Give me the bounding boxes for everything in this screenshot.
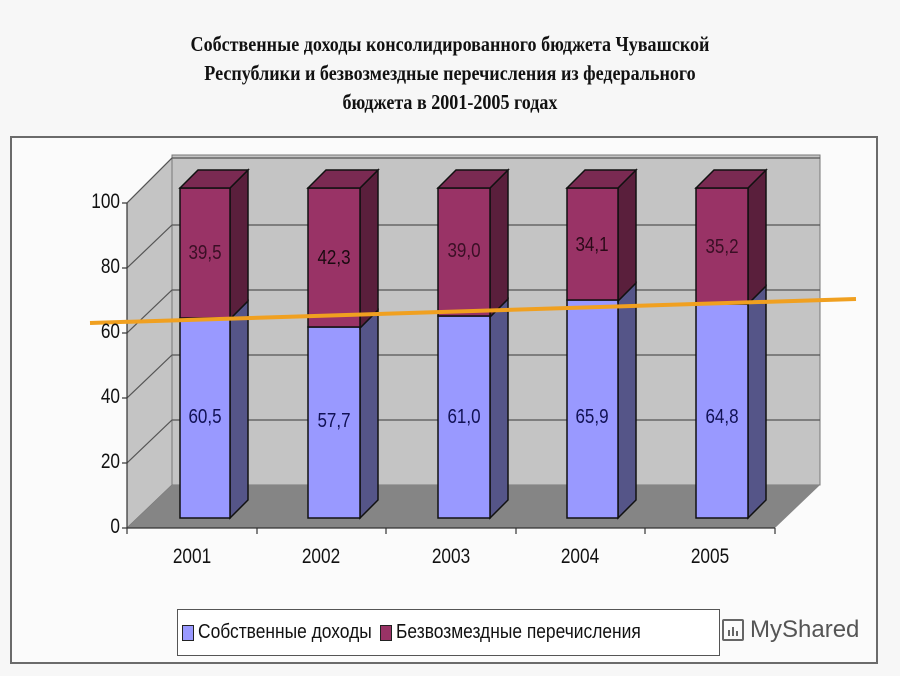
x-tick-2005: 2005 xyxy=(690,545,730,568)
bar-2004 xyxy=(565,168,638,520)
legend-swatch-transfers xyxy=(379,624,392,641)
legend-label-transfers: Безвозмездные перечисления xyxy=(395,621,641,643)
watermark-text: MyShared xyxy=(750,616,860,643)
y-tick-0: 0 xyxy=(110,515,120,538)
value-label-own-2005: 64,8 xyxy=(705,406,739,428)
legend-item-own-income: Собственные доходы xyxy=(182,621,398,644)
y-tick-100: 100 xyxy=(91,190,120,213)
value-label-own-2003: 61,0 xyxy=(447,406,481,428)
x-tick-2001: 2001 xyxy=(172,545,212,568)
chart-title-line-3: бюджета в 2001-2005 годах xyxy=(342,90,558,114)
value-label-own-2002: 57,7 xyxy=(317,410,351,432)
value-label-transfers-2001: 39,5 xyxy=(188,242,222,264)
value-label-transfers-2004: 34,1 xyxy=(575,234,609,256)
chart-title: Собственные доходы консолидированного бю… xyxy=(63,30,837,117)
value-label-transfers-2003: 39,0 xyxy=(447,240,481,262)
bar-2005 xyxy=(694,168,768,520)
y-tick-20: 20 xyxy=(100,450,120,473)
axes xyxy=(122,202,776,534)
bar-2002 xyxy=(306,168,380,520)
legend: Собственные доходы Безвозмездные перечис… xyxy=(177,609,720,656)
y-tick-80: 80 xyxy=(100,255,120,278)
chart-title-line-2: Республики и безвозмездные перечисления … xyxy=(204,61,696,85)
chart-title-line-1: Собственные доходы консолидированного бю… xyxy=(190,32,710,56)
value-label-own-2001: 60,5 xyxy=(188,406,222,428)
bar-2001 xyxy=(178,168,250,520)
value-label-transfers-2002: 42,3 xyxy=(317,247,351,269)
x-tick-2004: 2004 xyxy=(560,545,600,568)
y-tick-60: 60 xyxy=(100,320,120,343)
trend-line xyxy=(89,297,857,325)
x-tick-2003: 2003 xyxy=(431,545,471,568)
side-wall xyxy=(126,156,173,530)
legend-label-own-income: Собственные доходы xyxy=(198,621,372,643)
watermark: MyShared xyxy=(722,616,859,644)
legend-item-transfers: Безвозмездные перечисления xyxy=(379,621,677,644)
bar-2003 xyxy=(436,168,510,520)
x-tick-2002: 2002 xyxy=(301,545,341,568)
y-tick-40: 40 xyxy=(100,385,120,408)
presentation-icon xyxy=(722,619,744,641)
value-label-transfers-2005: 35,2 xyxy=(705,236,739,258)
value-label-own-2004: 65,9 xyxy=(575,406,609,428)
legend-swatch-own-income xyxy=(182,624,194,641)
